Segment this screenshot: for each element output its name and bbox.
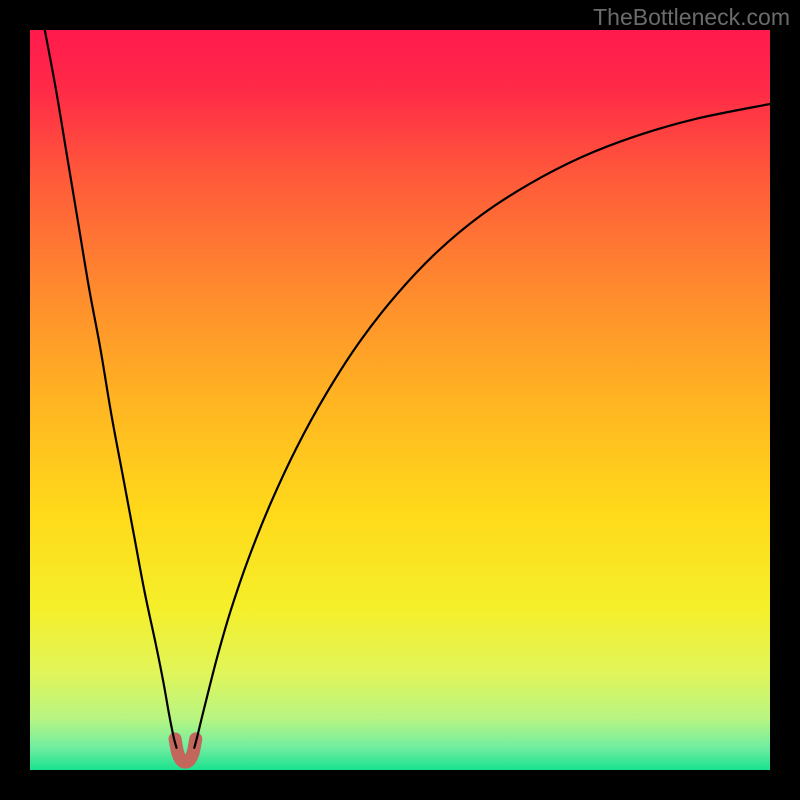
dip-marker xyxy=(175,739,196,762)
chart-svg xyxy=(30,30,770,770)
curve-right-branch xyxy=(194,104,770,748)
watermark-text: TheBottleneck.com xyxy=(593,4,790,31)
chart-frame xyxy=(30,30,770,770)
curve-left-branch xyxy=(45,30,177,748)
